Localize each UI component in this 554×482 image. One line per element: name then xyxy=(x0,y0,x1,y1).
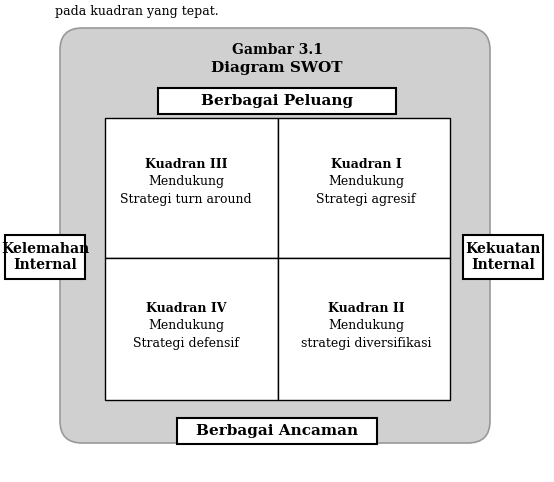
Bar xyxy=(105,258,278,400)
Text: Mendukung
Strategi agresif: Mendukung Strategi agresif xyxy=(316,175,416,206)
Text: Gambar 3.1: Gambar 3.1 xyxy=(232,43,322,57)
Text: Kuadran III: Kuadran III xyxy=(145,159,227,172)
Text: Mendukung
strategi diversifikasi: Mendukung strategi diversifikasi xyxy=(301,319,431,349)
Text: Berbagai Ancaman: Berbagai Ancaman xyxy=(196,424,358,438)
Text: Kuadran IV: Kuadran IV xyxy=(146,302,226,314)
Text: pada kuadran yang tepat.: pada kuadran yang tepat. xyxy=(55,5,219,18)
Text: Berbagai Peluang: Berbagai Peluang xyxy=(201,94,353,108)
Text: Kuadran I: Kuadran I xyxy=(331,159,402,172)
Bar xyxy=(158,88,396,114)
Bar xyxy=(278,258,450,400)
Bar xyxy=(278,118,450,258)
Text: Kelemahan
Internal: Kelemahan Internal xyxy=(1,242,89,272)
Text: Mendukung
Strategi defensif: Mendukung Strategi defensif xyxy=(133,319,239,349)
Bar xyxy=(5,235,85,279)
FancyBboxPatch shape xyxy=(60,28,490,443)
Text: Diagram SWOT: Diagram SWOT xyxy=(211,61,343,75)
Bar xyxy=(177,418,377,444)
Bar xyxy=(105,118,278,258)
Bar xyxy=(463,235,543,279)
Text: Kekuatan
Internal: Kekuatan Internal xyxy=(465,242,541,272)
Text: Kuadran II: Kuadran II xyxy=(327,302,404,314)
Text: Mendukung
Strategi turn around: Mendukung Strategi turn around xyxy=(120,175,252,206)
